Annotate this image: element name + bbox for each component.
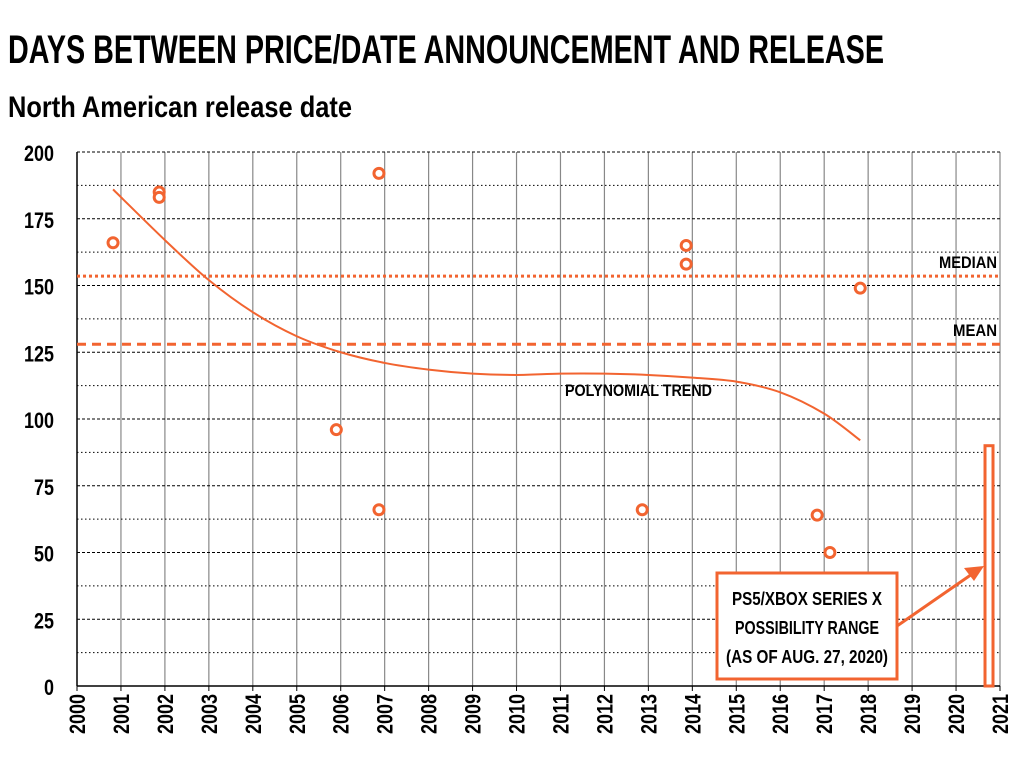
possibility-range-bar — [983, 444, 995, 688]
data-point — [106, 236, 120, 250]
x-tick-label: 2016 — [768, 694, 793, 734]
y-tick-label: 50 — [34, 542, 54, 567]
median-label: MEDIAN — [939, 253, 997, 272]
x-tick-label: 2018 — [856, 694, 881, 734]
x-tick-label: 2020 — [944, 694, 969, 734]
chart-title: DAYS BETWEEN PRICE/DATE ANNOUNCEMENT AND… — [8, 28, 884, 72]
x-tick-label: 2007 — [373, 694, 398, 734]
data-point — [853, 281, 867, 295]
reference-lines: MEDIAN MEAN POLYNOMIAL TREND — [77, 188, 1000, 442]
annotation-arrow — [896, 570, 976, 628]
y-tick-label: 100 — [24, 408, 54, 433]
y-tick-label: 25 — [34, 608, 54, 633]
chart-subtitle: North American release date — [8, 91, 352, 124]
x-tick-label: 2008 — [417, 694, 442, 734]
mean-label: MEAN — [953, 321, 997, 340]
y-tick-label: 0 — [44, 675, 54, 700]
annotation-line-3: (AS OF AUG. 27, 2020) — [726, 647, 888, 667]
y-tick-label: 175 — [24, 208, 54, 233]
x-tick-label: 2010 — [505, 694, 530, 734]
data-point — [372, 503, 386, 517]
annotation-line-1: PS5/XBOX SERIES X — [732, 589, 882, 609]
x-tick-label: 2004 — [241, 693, 266, 734]
annotation: PS5/XBOX SERIES X POSSIBILITY RANGE (AS … — [715, 566, 984, 681]
annotation-line-2: POSSIBILITY RANGE — [735, 618, 879, 638]
data-point — [635, 503, 649, 517]
trend-line — [112, 188, 861, 442]
annotation-box — [715, 571, 899, 681]
x-tick-label: 2019 — [900, 694, 925, 734]
trend-label: POLYNOMIAL TREND — [565, 381, 712, 400]
y-tick-label: 125 — [24, 341, 54, 366]
x-tick-label: 2009 — [461, 694, 486, 734]
x-tick-label: 2002 — [153, 694, 178, 734]
data-point — [329, 423, 343, 437]
x-tick-label: 2015 — [724, 694, 749, 734]
y-tick-label: 200 — [24, 141, 54, 166]
x-tick-label: 2006 — [329, 694, 354, 734]
data-point — [372, 166, 386, 180]
y-tick-label: 150 — [24, 275, 54, 300]
data-point — [823, 546, 837, 559]
x-tick-label: 2005 — [285, 694, 310, 734]
y-tick-label: 75 — [34, 475, 54, 500]
x-tick-label: 2014 — [680, 693, 705, 734]
x-tick-label: 2011 — [548, 694, 573, 734]
axes: 0 25 50 75 100 125 150 175 200 2000 2001 2002 2003 20… — [24, 141, 1013, 734]
data-point — [679, 238, 693, 252]
data-point — [810, 508, 824, 522]
arrowhead-icon — [964, 566, 984, 581]
x-tick-label: 2012 — [592, 694, 617, 734]
x-tick-label: 2000 — [65, 694, 90, 734]
data-point — [679, 257, 693, 271]
x-tick-label: 2021 — [988, 694, 1013, 734]
data-points — [106, 166, 995, 688]
x-tick-label: 2001 — [109, 694, 134, 734]
x-tick-label: 2013 — [636, 694, 661, 734]
x-tick-label: 2003 — [197, 694, 222, 734]
data-point — [152, 190, 166, 204]
x-tick-label: 2017 — [812, 694, 837, 734]
grid — [77, 151, 1001, 686]
